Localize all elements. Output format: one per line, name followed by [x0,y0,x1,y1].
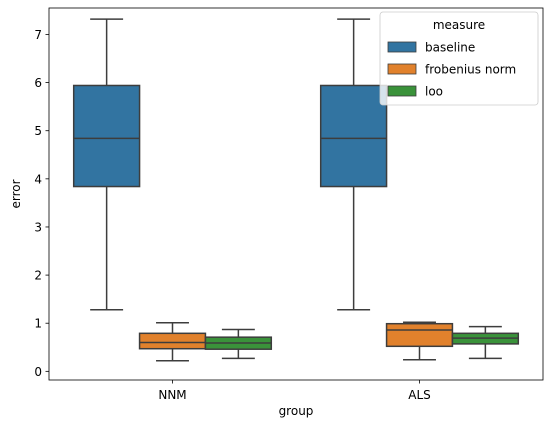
legend-swatch [387,63,417,75]
legend-entry-label: loo [425,85,443,99]
plot-frame [48,7,544,381]
box-iqr [72,84,141,188]
y-tick-label: 4 [34,172,42,186]
legend-items: baseline frobenius norm loo [387,41,516,99]
y-tick-label: 5 [34,124,42,138]
legend-title: measure [433,18,485,32]
legend-swatch [387,85,417,97]
box-iqr [385,322,454,348]
y-tick-label: 6 [34,76,42,90]
legend-swatch [387,41,417,53]
x-axis: NNM ALS [158,380,431,402]
y-tick-label: 3 [34,220,42,234]
y-tick-label: 2 [34,269,42,283]
box-iqr [138,332,207,350]
x-axis-label: group [279,404,314,418]
y-axis: 0 1 2 3 4 5 6 7 [34,28,49,379]
x-tick-label: NNM [158,388,186,402]
y-tick-label: 7 [34,28,42,42]
box-iqr [319,84,388,188]
y-tick-label: 1 [34,317,42,331]
legend-entry-label: frobenius norm [425,63,516,77]
box-baseline-ALS [319,18,388,311]
y-axis-label: error [9,179,23,208]
x-tick-label: ALS [408,388,431,402]
legend-frame [379,11,539,106]
legend-entry-label: baseline [425,41,475,55]
box-baseline-NNM [72,18,141,311]
box-loo-NNM [204,328,273,360]
boxes [72,18,520,362]
legend: measure baseline frobenius norm loo [379,11,539,106]
box-loo-ALS [451,325,520,360]
y-tick-label: 0 [34,365,42,379]
